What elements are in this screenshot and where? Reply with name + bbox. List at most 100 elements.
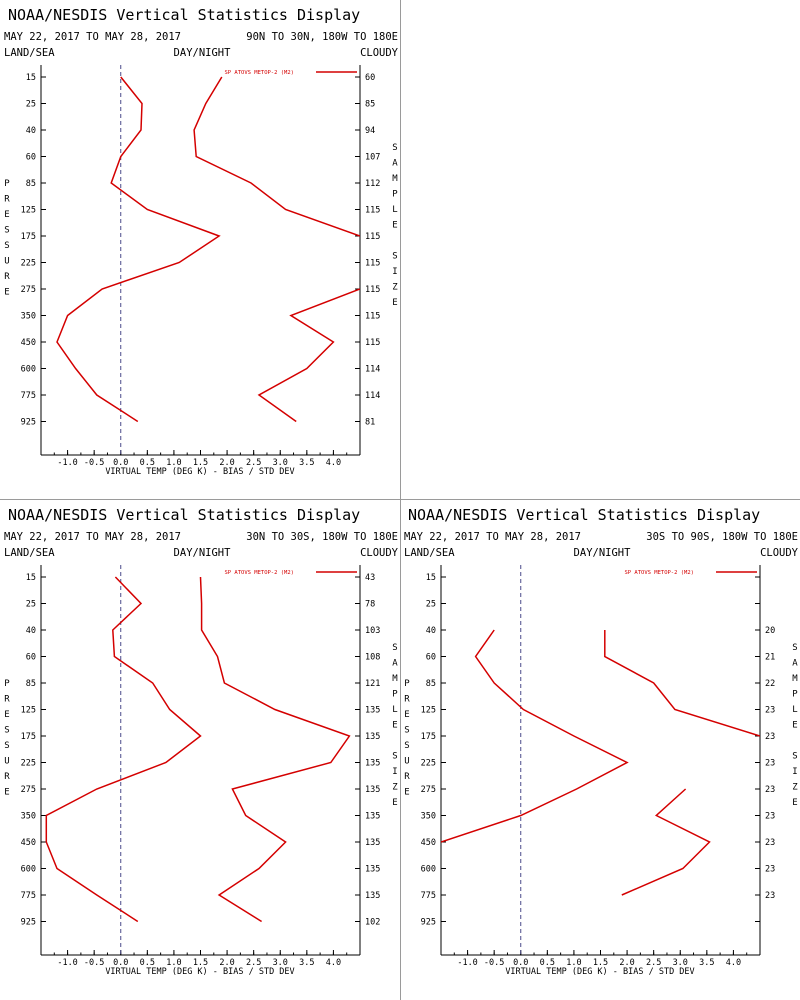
x-tick-label: -0.5 [484, 958, 504, 968]
x-tick-label: 0.5 [140, 458, 155, 468]
bias-series-line [56, 76, 221, 423]
y-axis-label-char: R [4, 195, 10, 205]
sample-size-label: 115 [365, 259, 380, 269]
x-tick-label: 1.0 [566, 958, 581, 968]
pressure-tick-label: 40 [26, 626, 36, 636]
y-axis-label-char: R [4, 695, 10, 705]
sample-size-label: 107 [365, 153, 380, 163]
y2-axis-label-char: I [792, 767, 797, 777]
sample-size-label: 115 [365, 285, 380, 295]
pressure-tick-label: 85 [26, 179, 36, 189]
sample-size-label: 23 [765, 706, 775, 716]
y-axis-label-char: E [4, 710, 9, 720]
x-tick-label: 1.5 [593, 958, 608, 968]
pressure-tick-label: 275 [21, 285, 36, 295]
display-title: NOAA/NESDIS Vertical Statistics Display [408, 506, 760, 524]
pressure-tick-label: 40 [426, 626, 436, 636]
y2-axis-label-char: A [792, 659, 798, 669]
pressure-tick-label: 450 [21, 338, 36, 348]
y2-axis-label-char: S [792, 752, 797, 762]
y-axis-label-char: R [4, 272, 10, 282]
y-axis-label-char: P [4, 179, 10, 189]
sample-size-label: 115 [365, 338, 380, 348]
sample-size-label: 102 [365, 918, 380, 928]
x-tick-label: 3.5 [699, 958, 714, 968]
region-label: 30S TO 90S, 180W TO 180E [646, 531, 798, 543]
date-range: MAY 22, 2017 TO MAY 28, 2017 [4, 31, 181, 43]
y2-axis-label-char: M [392, 674, 398, 684]
x-tick-label: 1.0 [166, 958, 181, 968]
bias-series-line [441, 629, 629, 843]
x-tick-label: 0.5 [540, 958, 555, 968]
pressure-tick-label: 125 [21, 206, 36, 216]
y-axis-label-char: P [4, 679, 10, 689]
x-axis-label: VIRTUAL TEMP (DEG K) - BIAS / STD DEV [105, 467, 294, 477]
x-tick-label: -1.0 [57, 458, 77, 468]
sample-size-label: 108 [365, 653, 380, 663]
y2-axis-label-char: E [792, 721, 797, 731]
cloudy-label: CLOUDY [360, 47, 399, 59]
y2-axis-label-char: L [392, 705, 397, 715]
sample-size-label: 20 [765, 626, 775, 636]
legend-label: SP ATOVS METOP-2 (M2) [224, 70, 294, 76]
y2-axis-label-char: M [392, 174, 398, 184]
pressure-tick-label: 925 [21, 418, 36, 428]
cloudy-label: CLOUDY [760, 547, 799, 559]
x-tick-label: 1.5 [193, 458, 208, 468]
x-tick-label: 3.0 [673, 958, 688, 968]
sample-size-label: 135 [365, 865, 380, 875]
sample-size-label: 135 [365, 732, 380, 742]
y2-axis-label-char: M [792, 674, 798, 684]
y2-axis-label-char: P [392, 190, 398, 200]
y-axis-label-char: S [404, 726, 409, 736]
y2-axis-label-char: Z [392, 783, 398, 793]
x-tick-label: 0.0 [113, 458, 128, 468]
y-axis-label-char: S [4, 726, 9, 736]
x-tick-label: 3.0 [273, 958, 288, 968]
y2-axis-label-char: E [392, 721, 397, 731]
display-title: NOAA/NESDIS Vertical Statistics Display [8, 6, 360, 24]
pressure-tick-label: 175 [21, 732, 36, 742]
day-night-label: DAY/NIGHT [174, 547, 232, 559]
pressure-tick-label: 450 [21, 838, 36, 848]
x-tick-label: 1.0 [166, 458, 181, 468]
date-range: MAY 22, 2017 TO MAY 28, 2017 [4, 531, 181, 543]
pressure-tick-label: 225 [21, 759, 36, 769]
sample-size-label: 23 [765, 812, 775, 822]
cloudy-label: CLOUDY [360, 547, 399, 559]
pressure-tick-label: 15 [26, 73, 36, 83]
pressure-tick-label: 600 [21, 865, 36, 875]
x-tick-label: 3.0 [273, 458, 288, 468]
y2-axis-label-char: P [392, 690, 398, 700]
panel-1: NOAA/NESDIS Vertical Statistics Display M… [4, 6, 399, 477]
panel-2: NOAA/NESDIS Vertical Statistics Display M… [4, 506, 399, 977]
sample-size-label: 115 [365, 232, 380, 242]
std-dev-series-line [604, 630, 760, 737]
std-dev-series-line [257, 288, 360, 423]
bias-series-line [45, 576, 202, 923]
y-axis-label-char: S [4, 741, 9, 751]
y-axis-label-char: U [404, 757, 409, 767]
panel-divider-horizontal [0, 499, 800, 500]
y2-axis-label-char: I [392, 267, 397, 277]
y2-axis-label-char: L [392, 205, 397, 215]
sample-size-label: 23 [765, 759, 775, 769]
sample-size-label: 114 [365, 365, 380, 375]
land-sea-label: LAND/SEA [4, 47, 55, 59]
y-axis-label-char: E [4, 210, 9, 220]
y-axis-label-char: R [404, 695, 410, 705]
y-axis-label-char: E [404, 710, 409, 720]
y-axis-label-char: S [404, 741, 409, 751]
x-tick-label: 2.0 [619, 958, 634, 968]
pressure-tick-label: 600 [21, 365, 36, 375]
y2-axis-label-char: S [792, 643, 797, 653]
y2-axis-label-char: E [392, 221, 397, 231]
sample-size-label: 135 [365, 838, 380, 848]
std-dev-series-line [621, 788, 711, 896]
sample-size-label: 60 [365, 73, 375, 83]
x-tick-label: -1.0 [457, 958, 477, 968]
y-axis-label-char: R [4, 772, 10, 782]
pressure-tick-label: 775 [21, 391, 36, 401]
pressure-tick-label: 600 [421, 865, 436, 875]
pressure-tick-label: 85 [426, 679, 436, 689]
